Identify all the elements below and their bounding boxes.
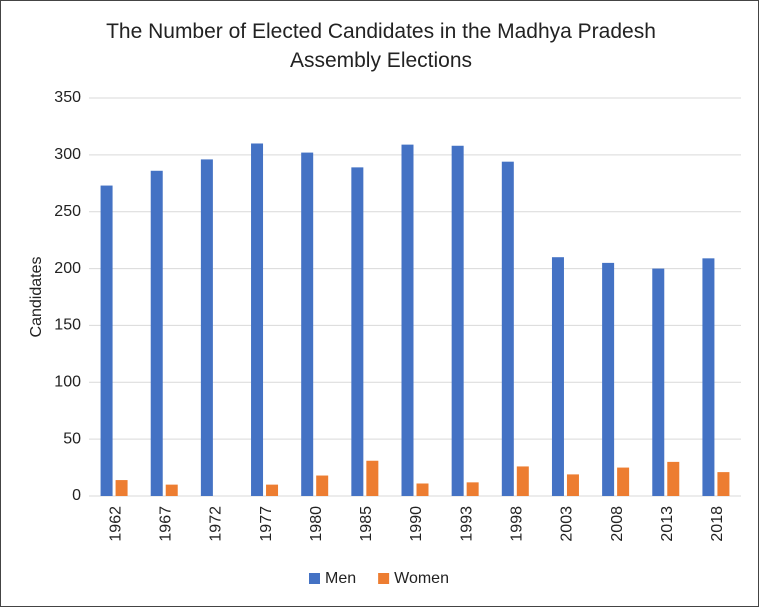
bar [667,461,680,496]
x-tick-label: 1998 [509,506,526,542]
x-tick-label: 2008 [609,506,626,542]
bar [466,482,479,496]
bar [702,258,715,496]
bar [200,159,213,497]
bar [251,143,264,496]
bar [652,268,665,496]
y-tick-label: 200 [54,260,81,277]
bar [115,480,128,496]
bar [451,145,464,496]
y-tick-label: 50 [63,430,81,447]
bar [602,262,615,496]
y-tick-label: 300 [54,146,81,163]
x-tick-label: 1985 [358,506,375,542]
y-tick-label: 150 [54,317,81,334]
bar [351,167,364,496]
bar [416,483,429,496]
bar [266,484,279,496]
x-tick-label: 1977 [258,506,275,542]
bar [566,474,579,496]
bar [401,144,414,496]
bar [316,475,329,496]
y-axis-title: Candidates [28,257,45,338]
chart-title: The Number of Elected Candidates in the … [106,20,656,72]
bar [516,466,529,496]
y-tick-label: 100 [54,374,81,391]
legend-label: Men [325,570,356,587]
bar [366,460,379,496]
x-tick-label: 1962 [107,506,124,542]
x-tick-label: 1993 [458,506,475,542]
x-tick-label: 1990 [408,506,425,542]
y-tick-label: 250 [54,203,81,220]
x-tick-label: 2018 [709,506,726,542]
bar [617,467,630,496]
bar [301,152,314,496]
bar [150,170,163,496]
bar [165,484,178,496]
y-tick-label: 350 [54,89,81,106]
legend-label: Women [394,570,449,587]
bar [501,161,514,496]
y-tick-label: 0 [72,487,81,504]
legend-swatch [309,573,320,584]
bar [100,185,113,496]
x-tick-label: 1967 [157,506,174,542]
bar [551,257,564,496]
x-tick-label: 2013 [659,506,676,542]
legend-swatch [378,573,390,584]
x-tick-label: 1980 [308,506,325,542]
bar [717,472,730,496]
x-tick-label: 2003 [559,506,576,542]
x-tick-label: 1972 [208,506,225,542]
